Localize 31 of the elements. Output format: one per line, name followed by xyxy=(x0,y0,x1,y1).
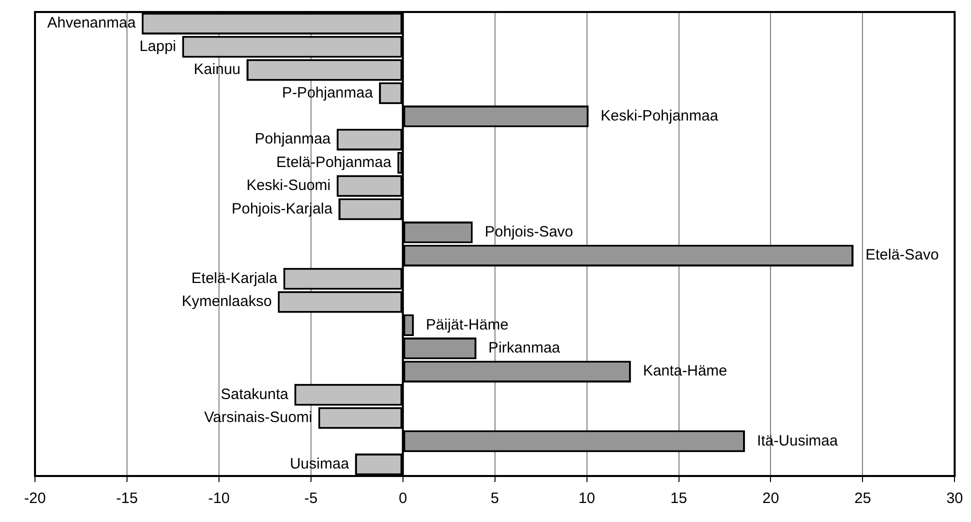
y-tick-label: Keski-Pohjanmaa xyxy=(600,108,719,125)
y-tick-label: Pirkanmaa xyxy=(488,340,561,357)
y-tick-label: Varsinais-Suomi xyxy=(204,409,312,426)
y-tick-label: Etelä-Karjala xyxy=(191,270,278,287)
x-tick-label: 25 xyxy=(854,490,872,508)
x-tick-label: 5 xyxy=(490,490,499,508)
y-tick-label: Lappi xyxy=(139,38,176,55)
y-tick-label: P-Pohjanmaa xyxy=(282,84,374,102)
y-tick-label: Pohjanmaa xyxy=(254,130,332,148)
y-tick-label: Pohjois-Savo xyxy=(484,224,574,241)
y-tick-label: Kanta-Häme xyxy=(642,362,728,380)
y-tick-label: Keski-Suomi xyxy=(246,177,331,194)
x-tick-label: 20 xyxy=(762,490,780,508)
y-tick-label: Ahvenanmaa xyxy=(47,14,136,32)
y-tick-label: Uusimaa xyxy=(290,456,350,473)
x-tick-label: -10 xyxy=(208,490,230,508)
y-tick-label: Kymenlaakso xyxy=(182,293,272,310)
x-tick-label: -15 xyxy=(116,490,138,508)
y-tick-label: Etelä-Pohjanmaa xyxy=(276,154,392,171)
x-tick-label: 15 xyxy=(670,490,688,508)
y-tick-label: Satakunta xyxy=(220,386,289,403)
y-tick-label: Etelä-Savo xyxy=(865,246,939,264)
x-tick-label: -20 xyxy=(24,490,46,508)
x-tick-label: -5 xyxy=(304,490,318,508)
y-tick-label: Pohjois-Karjala xyxy=(232,200,334,218)
x-tick-label: 30 xyxy=(946,490,963,508)
y-tick-label: Kainuu xyxy=(194,61,241,78)
y-tick-label: Päijät-Häme xyxy=(426,316,508,334)
x-tick-label: 10 xyxy=(578,490,596,508)
x-tick-label: 0 xyxy=(398,490,408,508)
y-tick-label: Itä-Uusimaa xyxy=(756,432,838,450)
